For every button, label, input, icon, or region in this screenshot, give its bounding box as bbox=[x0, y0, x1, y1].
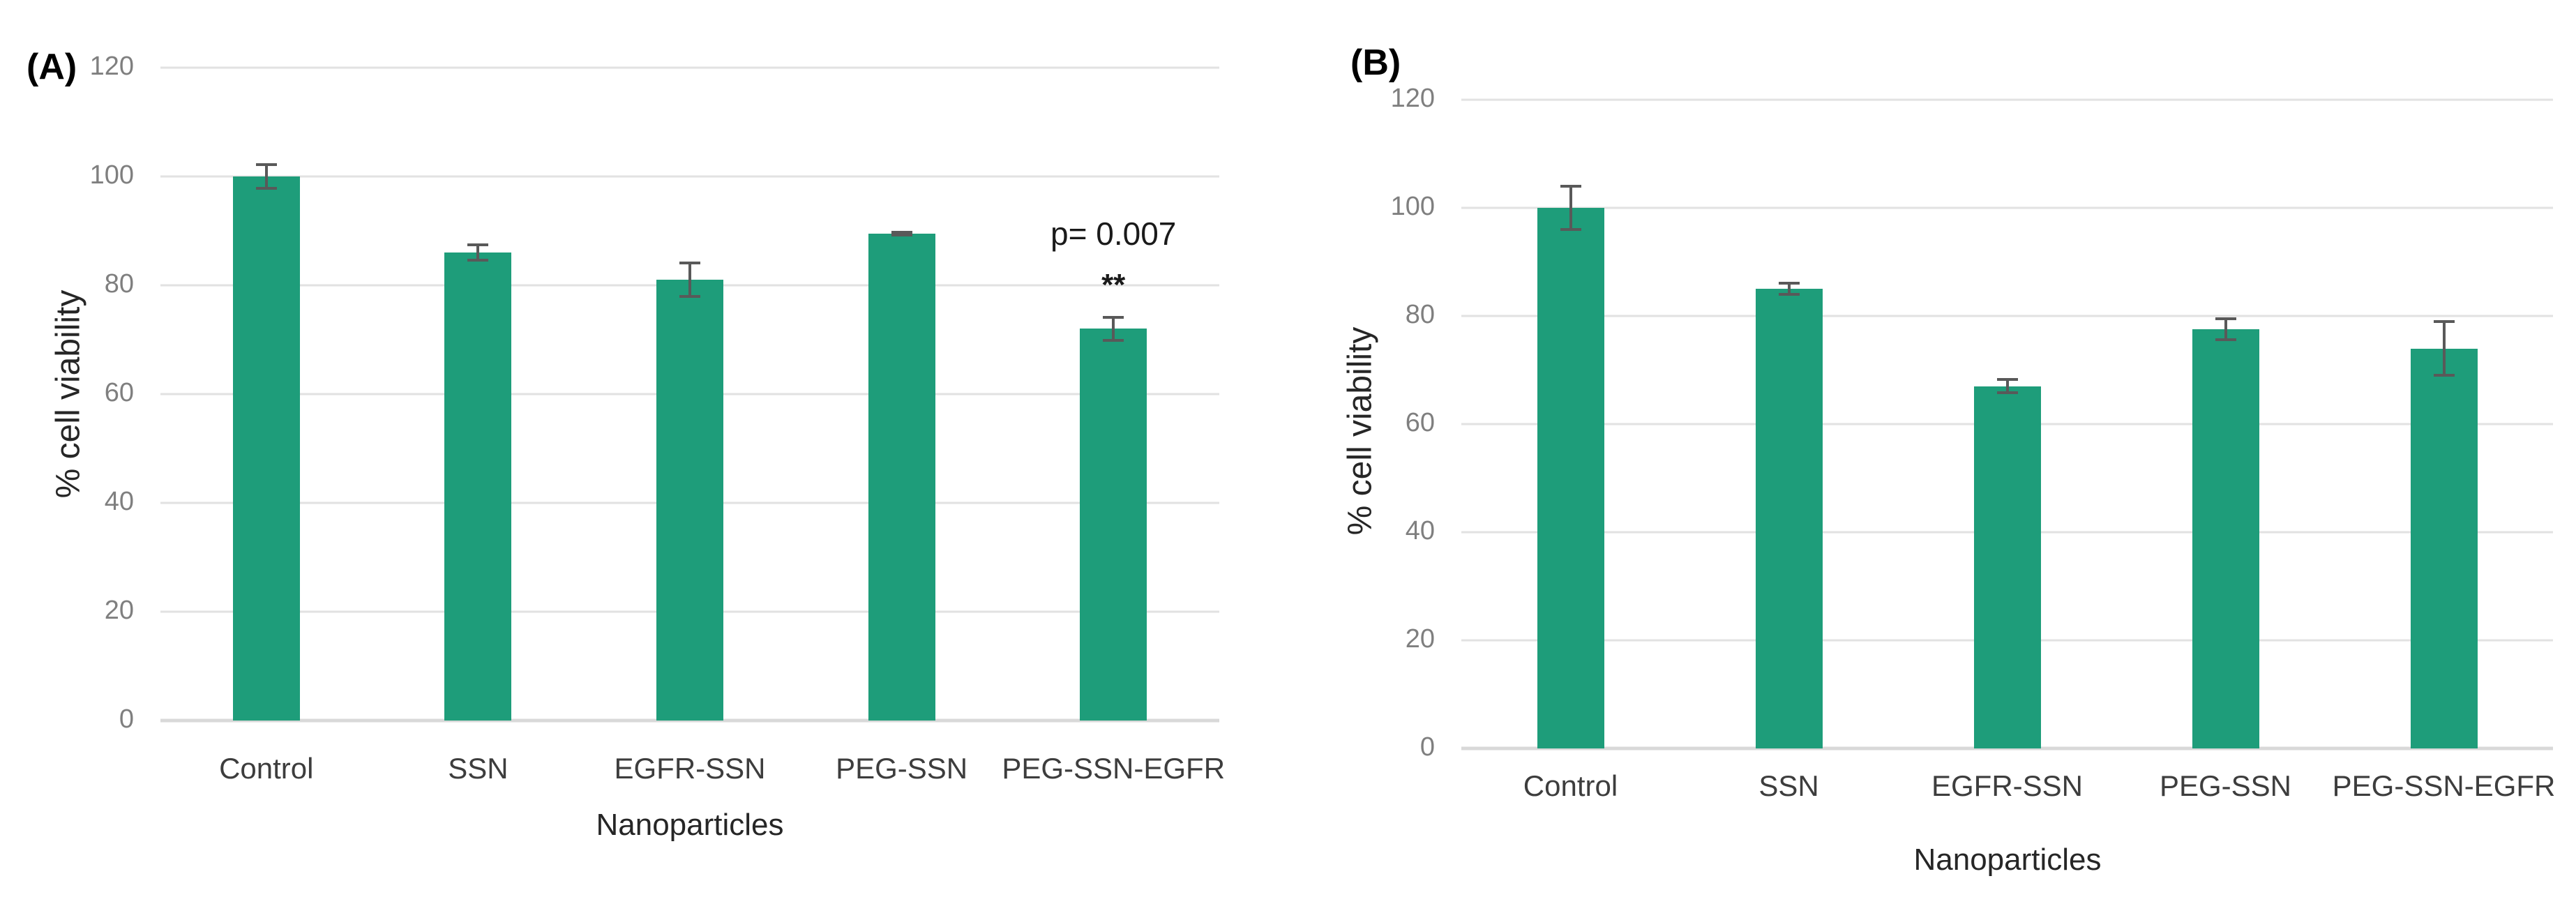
error-bar-cap-top bbox=[2215, 317, 2236, 321]
category-label-peg-ssn-egfr: PEG-SSN-EGFR bbox=[2332, 769, 2556, 802]
y-tick-label-20: 20 bbox=[104, 595, 134, 625]
y-tick-label-40: 40 bbox=[104, 486, 134, 516]
y-axis-title-b: % cell viability bbox=[1341, 326, 1379, 536]
bar-control bbox=[232, 176, 300, 721]
y-tick-label-40: 40 bbox=[1405, 515, 1435, 545]
error-bar-peg-ssn bbox=[891, 231, 912, 236]
category-label-ssn: SSN bbox=[1758, 769, 1819, 802]
error-bar-control bbox=[1560, 184, 1581, 232]
x-axis-labels-a: Control SSN EGFR-SSN PEG-SSN PEG-SSN-EGFR bbox=[160, 752, 1225, 787]
plot-area-a: 0 20 40 60 80 100 120 p= 0.007 ** bbox=[90, 52, 1219, 734]
category-label-control: Control bbox=[219, 752, 314, 785]
y-axis-title-a: % cell viability bbox=[50, 289, 87, 499]
error-bar-ssn bbox=[467, 243, 489, 262]
error-bar-cap-bottom bbox=[1560, 228, 1581, 232]
error-bar-peg-ssn-egfr bbox=[1103, 315, 1124, 342]
error-bar-cap-bottom bbox=[2433, 373, 2455, 377]
error-bar-line bbox=[1112, 315, 1115, 342]
error-bar-line bbox=[2442, 320, 2446, 377]
error-bar-cap-top bbox=[467, 243, 489, 246]
p-value-annotation: p= 0.007 bbox=[1050, 215, 1177, 252]
error-bar-line bbox=[1569, 184, 1572, 232]
category-label-peg-ssn: PEG-SSN bbox=[836, 752, 968, 785]
x-axis-labels-b: Control SSN EGFR-SSN PEG-SSN PEG-SSN-EGFR bbox=[1461, 769, 2556, 804]
bar-egfr-ssn bbox=[1973, 386, 2041, 748]
plot-area-b: 0 20 40 60 80 100 120 bbox=[1391, 84, 2553, 762]
error-bar-cap-top bbox=[1103, 315, 1124, 319]
gridline-y120 bbox=[160, 66, 1219, 69]
gridline-y100 bbox=[160, 175, 1219, 178]
category-label-egfr-ssn: EGFR-SSN bbox=[614, 752, 766, 785]
bar-ssn bbox=[444, 252, 512, 721]
error-bar-line bbox=[1787, 282, 1791, 296]
error-bar-cap-bottom bbox=[1996, 391, 2018, 395]
gridline-y80 bbox=[1461, 315, 2553, 317]
y-tick-label-80: 80 bbox=[104, 269, 134, 299]
bar-peg-ssn bbox=[868, 233, 935, 721]
error-bar-line bbox=[2224, 317, 2227, 342]
error-bar-cap-top bbox=[2433, 320, 2455, 324]
error-bar-egfr-ssn bbox=[679, 262, 700, 298]
error-bar-cap-bottom bbox=[467, 259, 489, 262]
error-bar-cap-top bbox=[255, 163, 277, 166]
bar-egfr-ssn bbox=[656, 280, 723, 721]
x-axis-title-b: Nanoparticles bbox=[1913, 843, 2102, 877]
error-bar-cap-bottom bbox=[891, 233, 912, 236]
error-bar-line bbox=[264, 163, 268, 190]
y-tick-label-100: 100 bbox=[1390, 191, 1435, 221]
error-bar-cap-top bbox=[1778, 282, 1800, 285]
error-bar-control bbox=[255, 163, 277, 190]
y-tick-label-60: 60 bbox=[104, 377, 134, 407]
category-label-peg-ssn-egfr: PEG-SSN-EGFR bbox=[1002, 752, 1226, 785]
bar-peg-ssn-egfr bbox=[1080, 329, 1147, 721]
panel-label-b: (B) bbox=[1350, 43, 1401, 83]
error-bar-cap-bottom bbox=[255, 187, 277, 190]
gridline-y0 bbox=[1461, 746, 2553, 751]
y-tick-label-100: 100 bbox=[89, 160, 134, 190]
error-bar-line bbox=[476, 243, 480, 262]
error-bar-cap-top bbox=[679, 262, 700, 265]
panel-label-a: (A) bbox=[27, 47, 77, 87]
error-bar-cap-top bbox=[891, 231, 912, 234]
error-bar-egfr-ssn bbox=[1996, 378, 2018, 395]
error-bar-cap-bottom bbox=[1778, 293, 1800, 296]
bar-ssn bbox=[1755, 289, 1823, 748]
error-bar-cap-bottom bbox=[2215, 338, 2236, 342]
error-bar-line bbox=[2005, 378, 2009, 395]
y-tick-label-20: 20 bbox=[1405, 624, 1435, 654]
error-bar-peg-ssn-egfr bbox=[2433, 320, 2455, 377]
category-label-ssn: SSN bbox=[448, 752, 509, 785]
error-bar-cap-bottom bbox=[1103, 339, 1124, 342]
gridline-y120 bbox=[1461, 98, 2553, 101]
gridline-y100 bbox=[1461, 206, 2553, 209]
y-tick-label-120: 120 bbox=[89, 51, 134, 81]
y-tick-label-0: 0 bbox=[1419, 732, 1435, 762]
y-tick-label-120: 120 bbox=[1390, 83, 1435, 113]
error-bar-cap-top bbox=[1560, 184, 1581, 188]
bar-peg-ssn bbox=[2192, 329, 2259, 748]
error-bar-cap-top bbox=[1996, 378, 2018, 382]
category-label-control: Control bbox=[1523, 769, 1618, 802]
y-tick-label-60: 60 bbox=[1405, 407, 1435, 437]
gridline-y0 bbox=[160, 718, 1219, 723]
significance-stars: ** bbox=[1101, 267, 1126, 302]
error-bar-peg-ssn bbox=[2215, 317, 2236, 342]
y-tick-label-80: 80 bbox=[1405, 299, 1435, 329]
y-tick-label-0: 0 bbox=[119, 704, 134, 734]
category-label-peg-ssn: PEG-SSN bbox=[2159, 769, 2292, 802]
category-label-egfr-ssn: EGFR-SSN bbox=[1931, 769, 2084, 802]
x-axis-title-a: Nanoparticles bbox=[596, 808, 784, 842]
bar-control bbox=[1537, 208, 1604, 748]
error-bar-cap-bottom bbox=[679, 294, 700, 298]
error-bar-ssn bbox=[1778, 282, 1800, 296]
bar-peg-ssn-egfr bbox=[2410, 348, 2478, 748]
error-bar-line bbox=[688, 262, 691, 298]
